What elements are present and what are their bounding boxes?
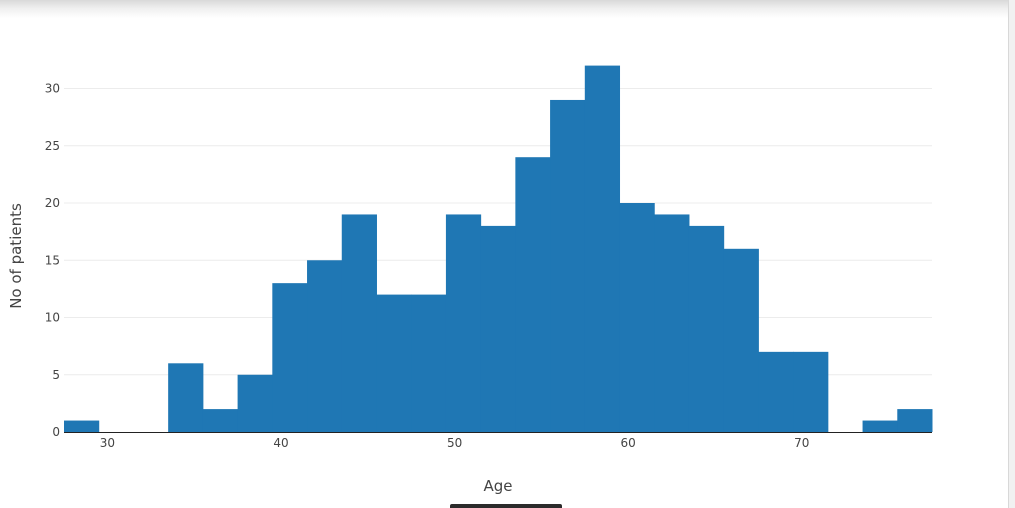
window-top-shadow [0, 0, 1015, 18]
y-tick-label: 5 [52, 368, 60, 382]
histogram-bar[interactable] [341, 214, 377, 432]
window-right-edge [1008, 0, 1015, 508]
x-tick-labels: 30 40 50 60 70 [100, 436, 810, 450]
y-tick-label: 30 [45, 82, 60, 96]
histogram-bar[interactable] [411, 294, 447, 432]
x-tick-label: 60 [621, 436, 636, 450]
histogram-bar[interactable] [619, 203, 655, 432]
histogram-bar[interactable] [793, 351, 829, 432]
histogram-bar[interactable] [237, 374, 273, 432]
y-tick-labels: 0 5 10 15 20 25 30 [45, 82, 60, 440]
x-tick-label: 40 [273, 436, 288, 450]
histogram-bar[interactable] [307, 260, 343, 432]
histogram-bar[interactable] [584, 65, 621, 432]
histogram-bar[interactable] [64, 420, 100, 432]
histogram-bar[interactable] [445, 214, 482, 432]
histogram-bar[interactable] [897, 409, 933, 432]
x-tick-label: 50 [447, 436, 462, 450]
histogram-bar[interactable] [168, 363, 204, 432]
bottom-tab-handle[interactable] [450, 504, 562, 508]
histogram-bar[interactable] [862, 420, 898, 432]
bars [64, 65, 933, 432]
y-axis-title: No of patients [7, 203, 25, 309]
y-tick-label: 10 [45, 311, 60, 325]
y-tick-label: 25 [45, 139, 60, 153]
histogram-bar[interactable] [550, 99, 586, 432]
y-tick-label: 20 [45, 196, 60, 210]
histogram-bar[interactable] [272, 283, 308, 432]
y-tick-label: 0 [52, 425, 60, 439]
histogram-bar[interactable] [723, 248, 759, 432]
x-axis-title: Age [483, 477, 512, 495]
histogram-bar[interactable] [654, 214, 690, 432]
histogram-bar[interactable] [758, 351, 794, 432]
histogram-bar[interactable] [515, 157, 551, 432]
histogram-bar[interactable] [202, 409, 239, 432]
histogram-bar[interactable] [376, 294, 412, 432]
x-tick-label: 70 [794, 436, 809, 450]
y-tick-label: 15 [45, 253, 60, 267]
histogram-bar[interactable] [480, 225, 516, 432]
x-tick-label: 30 [100, 436, 115, 450]
histogram-bar[interactable] [688, 225, 725, 432]
